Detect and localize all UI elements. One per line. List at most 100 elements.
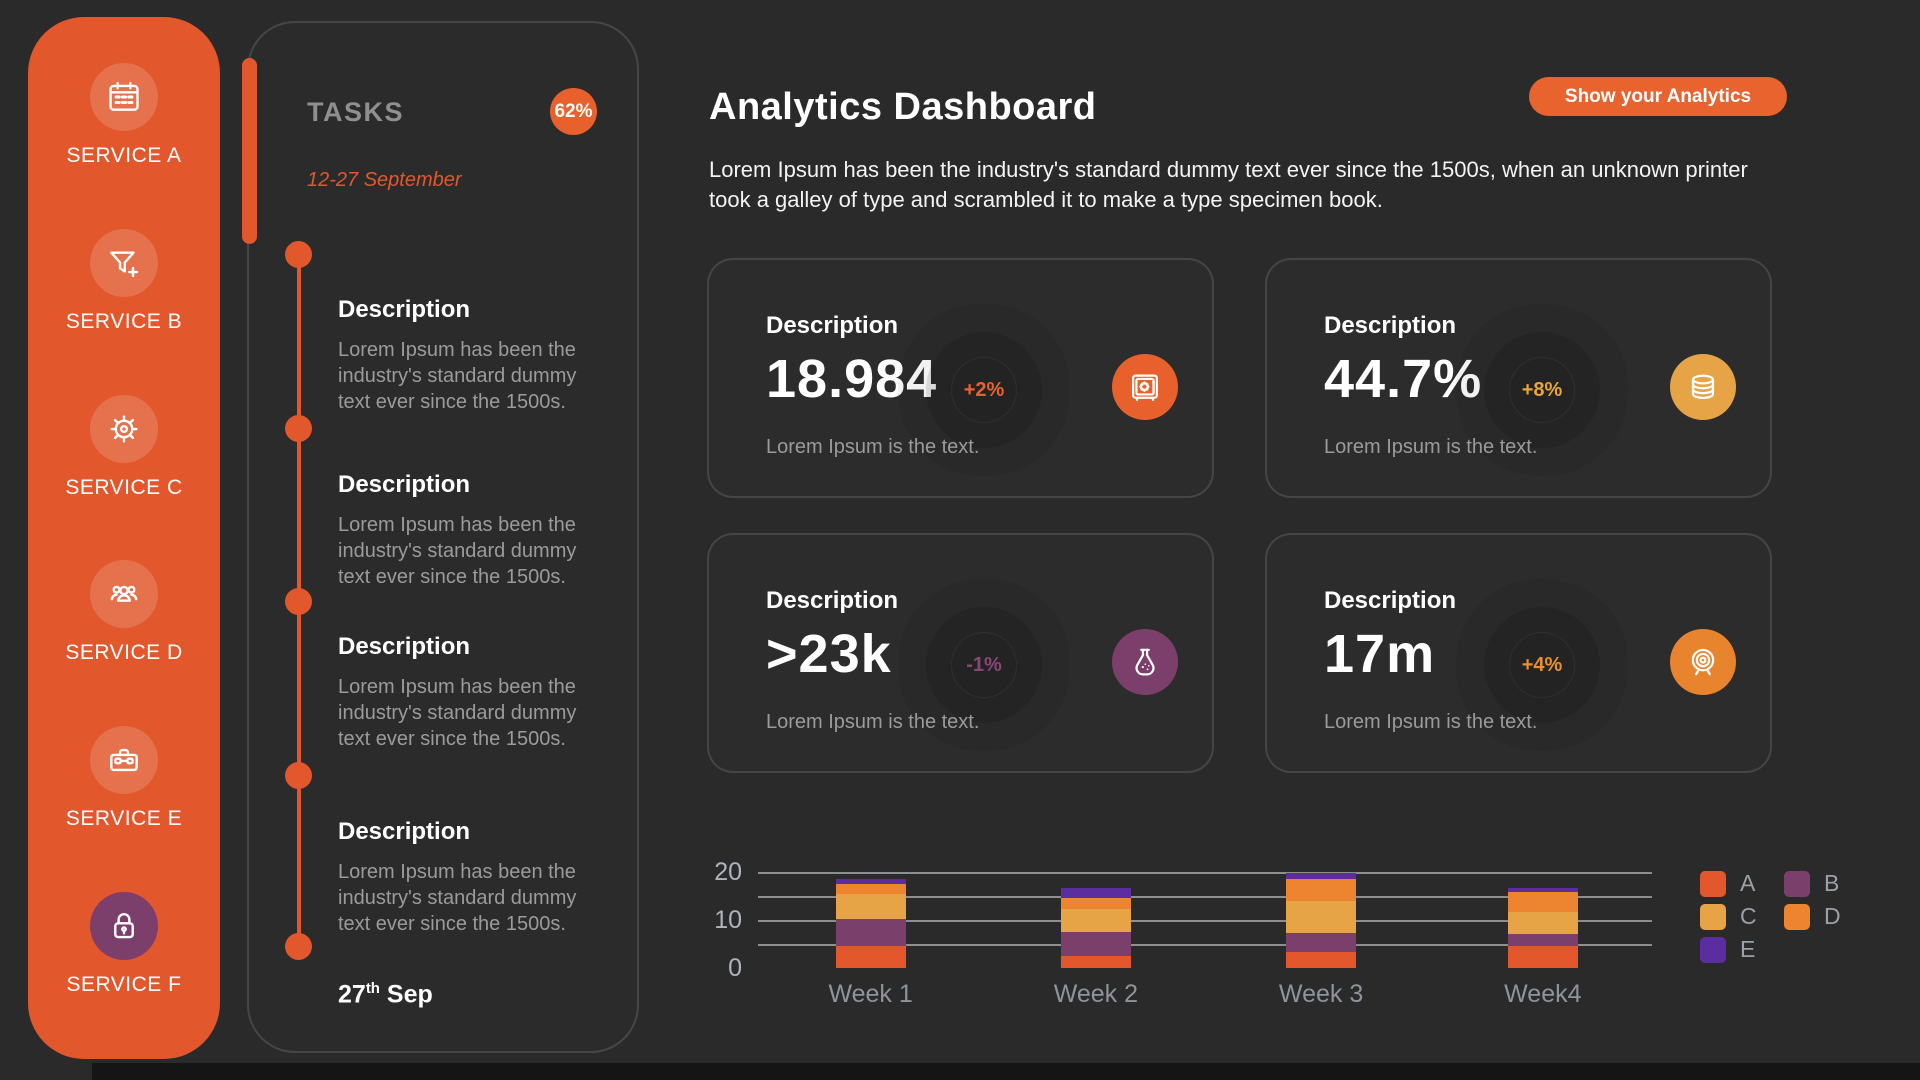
chart-legend: A B C D E xyxy=(1700,870,1854,963)
card-title: Description xyxy=(1324,587,1457,614)
bar-segment-E xyxy=(1060,887,1131,898)
show-analytics-button[interactable]: Show your Analytics xyxy=(1529,77,1787,116)
stat-card-1: Description 18.984 +2% Lorem Ipsum is th… xyxy=(707,258,1214,498)
card-subtext: Lorem Ipsum is the text. xyxy=(766,711,980,733)
task-heading: Description xyxy=(338,633,471,660)
stacked-bar[interactable] xyxy=(835,860,906,968)
gridline xyxy=(758,896,1652,898)
sidebar-item-service-a[interactable]: SERVICE A xyxy=(28,63,220,168)
task-body: Lorem Ipsum has been the industry's stan… xyxy=(338,861,577,935)
task-body: Lorem Ipsum has been the industry's stan… xyxy=(338,676,577,750)
x-tick-label: Week 3 xyxy=(1278,980,1364,1008)
flask-icon xyxy=(1112,629,1178,695)
bottom-bar xyxy=(92,1063,1920,1080)
bar-column: Week 2 xyxy=(1054,860,1138,1030)
chart-y-axis: 20 10 0 xyxy=(680,858,742,1020)
legend-label: B xyxy=(1824,870,1840,896)
legend-swatch-E xyxy=(1700,936,1726,963)
y-tick-label: 20 xyxy=(714,858,742,886)
calendar-icon xyxy=(90,63,158,131)
bar-column: Week 1 xyxy=(828,860,913,1030)
bar-segment-E xyxy=(1507,887,1578,892)
bar-segment-B xyxy=(1286,932,1357,953)
tasks-date-range: 12-27 September xyxy=(307,169,462,191)
stacked-bar[interactable] xyxy=(1286,860,1357,968)
sidebar-item-label: SERVICE D xyxy=(65,641,183,665)
task-item[interactable]: Description Lorem Ipsum has been the ind… xyxy=(338,817,588,937)
bar-segment-D xyxy=(1060,897,1131,910)
stat-card-3: Description >23k -1% Lorem Ipsum is the … xyxy=(707,533,1214,773)
task-item[interactable]: Description Lorem Ipsum has been the ind… xyxy=(338,470,588,590)
lock-icon xyxy=(90,891,158,960)
task-item[interactable]: Description Lorem Ipsum has been the ind… xyxy=(338,295,588,415)
sidebar-item-label: SERVICE E xyxy=(65,807,183,831)
bar-segment-A xyxy=(835,945,906,968)
card-title: Description xyxy=(766,587,899,614)
bar-segment-C xyxy=(835,893,906,919)
y-tick-label: 0 xyxy=(728,954,742,982)
bar-segment-A xyxy=(1507,945,1578,968)
legend-swatch-B xyxy=(1784,870,1810,897)
stacked-bar[interactable] xyxy=(1507,860,1578,968)
bar-column: Week4 xyxy=(1504,860,1582,1030)
legend-swatch-A xyxy=(1700,870,1726,897)
card-value: 17m xyxy=(1324,624,1436,684)
task-heading: Description xyxy=(338,818,471,845)
card-title: Description xyxy=(1324,312,1457,339)
legend-label: C xyxy=(1740,903,1757,929)
card-delta-badge: +2% xyxy=(952,358,1016,422)
bar-segment-A xyxy=(1286,952,1357,968)
gridline xyxy=(758,920,1652,922)
sidebar-item-service-c[interactable]: SERVICE C xyxy=(28,394,220,500)
sidebar-item-service-b[interactable]: SERVICE B xyxy=(28,228,220,334)
bar-segment-B xyxy=(835,918,906,946)
page-title: Analytics Dashboard xyxy=(709,86,1097,128)
task-end-date: 27th Sep xyxy=(338,980,433,1009)
coins-icon xyxy=(1670,354,1736,420)
card-subtext: Lorem Ipsum is the text. xyxy=(1324,436,1538,458)
x-tick-label: Week4 xyxy=(1504,980,1582,1008)
briefcase-icon xyxy=(90,726,158,795)
sidebar-item-label: SERVICE A xyxy=(66,144,182,167)
bar-segment-D xyxy=(1286,879,1357,902)
card-subtext: Lorem Ipsum is the text. xyxy=(1324,711,1538,733)
gear-icon xyxy=(90,394,158,463)
sidebar-item-label: SERVICE C xyxy=(65,475,183,499)
legend-label: A xyxy=(1740,870,1756,896)
tasks-accent-tab xyxy=(242,58,257,244)
bar-segment-C xyxy=(1060,909,1131,933)
task-heading: Description xyxy=(338,296,471,323)
stat-card-4: Description 17m +4% Lorem Ipsum is the t… xyxy=(1265,533,1772,773)
bar-segment-D xyxy=(1507,891,1578,912)
intro-paragraph: Lorem Ipsum has been the industry's stan… xyxy=(709,157,1748,212)
bar-segment-E xyxy=(835,879,906,884)
card-delta-badge: +4% xyxy=(1510,633,1574,697)
timeline-dot xyxy=(285,588,312,615)
legend-label: E xyxy=(1740,936,1756,962)
x-tick-label: Week 1 xyxy=(828,980,913,1008)
users-icon xyxy=(90,560,158,629)
legend-swatch-C xyxy=(1700,903,1726,930)
bar-segment-D xyxy=(835,883,906,894)
task-item[interactable]: Description Lorem Ipsum has been the ind… xyxy=(338,632,588,752)
sidebar-item-label: SERVICE B xyxy=(65,309,183,333)
timeline-dot xyxy=(285,241,312,268)
sidebar-item-service-f[interactable]: SERVICE F xyxy=(28,891,220,997)
safe-icon xyxy=(1112,354,1178,420)
stacked-bar[interactable] xyxy=(1060,860,1131,968)
task-body: Lorem Ipsum has been the industry's stan… xyxy=(338,514,577,588)
card-value: >23k xyxy=(766,624,892,684)
card-delta-badge: -1% xyxy=(952,633,1016,697)
legend-label: D xyxy=(1824,903,1841,929)
chart-gridlines xyxy=(758,860,1652,1020)
stacked-bar-chart: Week 1 Week 2 Week 3 Week4 xyxy=(758,860,1652,1030)
service-sidebar: SERVICE A SERVICE B SERVICE C SERVICE D xyxy=(28,17,220,1059)
card-value: 44.7% xyxy=(1324,349,1483,409)
timeline-dot xyxy=(285,415,312,442)
sidebar-item-service-d[interactable]: SERVICE D xyxy=(28,560,220,665)
card-subtext: Lorem Ipsum is the text. xyxy=(766,436,980,458)
y-tick-label: 10 xyxy=(714,906,742,934)
gridline xyxy=(758,944,1652,946)
sidebar-item-service-e[interactable]: SERVICE E xyxy=(28,726,220,831)
timeline-dot xyxy=(285,933,312,960)
